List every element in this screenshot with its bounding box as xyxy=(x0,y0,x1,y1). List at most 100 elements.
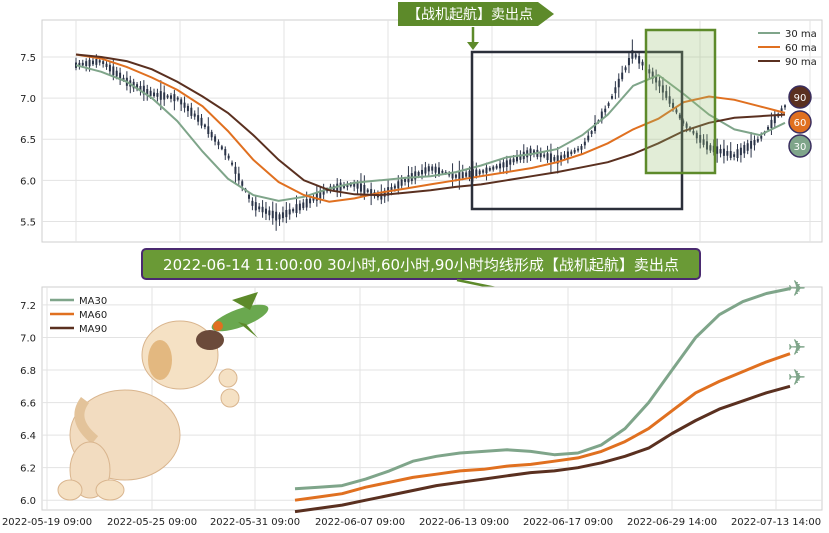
price-candle-body xyxy=(210,131,213,138)
price-candle-body xyxy=(560,155,563,161)
bottom-ma-lines xyxy=(294,287,791,514)
price-candle-body xyxy=(237,173,240,181)
price-candle-body xyxy=(278,214,281,220)
svg-text:90: 90 xyxy=(794,93,807,104)
price-candle-body xyxy=(78,62,81,67)
top-ytick-label: 6.5 xyxy=(20,135,36,146)
price-candle-body xyxy=(627,57,630,66)
price-candle-body xyxy=(767,126,770,130)
signal-tag-text: 【战机起航】卖出点 xyxy=(407,7,533,23)
price-candle-body xyxy=(183,102,186,108)
price-candle-body xyxy=(180,99,183,105)
price-candle-body xyxy=(264,208,267,214)
top-legend: 30 ma 60 ma 90 ma xyxy=(758,29,817,68)
price-candle-body xyxy=(231,162,234,165)
bottom-ytick-label: 6.2 xyxy=(20,464,36,475)
top-line-30-ma xyxy=(75,64,786,202)
price-candle-body xyxy=(292,209,295,212)
price-candle-body xyxy=(163,92,166,100)
price-candle-body xyxy=(624,67,627,71)
bottom-xtick-label: 2022-06-17 09:00 xyxy=(523,517,613,528)
price-candle-body xyxy=(499,163,502,169)
price-candle-body xyxy=(434,166,437,173)
price-candle-body xyxy=(203,124,206,128)
price-candle-body xyxy=(743,145,746,154)
price-candle-body xyxy=(193,113,196,117)
price-candle-body xyxy=(427,166,430,172)
price-candle-body xyxy=(600,111,603,121)
price-candle-body xyxy=(784,105,786,108)
price-candle-body xyxy=(705,141,708,150)
price-candle-body xyxy=(716,146,719,154)
price-candle-body xyxy=(98,60,101,63)
price-candle-body xyxy=(641,61,644,66)
price-candle-body xyxy=(166,95,169,98)
price-candle-body xyxy=(549,153,552,163)
signal-arrow-head xyxy=(467,42,479,50)
price-candle-body xyxy=(356,183,359,189)
badge-30 xyxy=(788,134,812,158)
airplane-icon-ma30: ✈ xyxy=(788,277,806,302)
bottom-line-MA60 xyxy=(294,352,791,502)
price-candle-body xyxy=(699,134,702,143)
price-candle-body xyxy=(220,146,223,150)
price-candle-body xyxy=(122,77,125,81)
price-candle-body xyxy=(746,143,749,151)
legend-30ma: 30 ma xyxy=(785,29,817,40)
price-candle-body xyxy=(468,170,471,178)
price-candle-body xyxy=(692,130,695,134)
price-candle-body xyxy=(217,141,220,146)
price-candle-body xyxy=(729,151,732,158)
price-candle-body xyxy=(750,140,753,149)
price-candle-body xyxy=(451,171,454,179)
price-candle-body xyxy=(685,123,688,128)
bottom-x-ticks: 2022-05-19 09:00 2022-05-25 09:00 2022-05-… xyxy=(2,517,821,528)
bottom-ytick-label: 6.6 xyxy=(20,399,36,410)
bottom-xtick-label: 2022-05-19 09:00 xyxy=(2,517,92,528)
price-candle-body xyxy=(485,167,488,174)
bottom-ytick-label: 7.2 xyxy=(20,301,36,312)
svg-text:30: 30 xyxy=(794,142,807,153)
price-candle-body xyxy=(478,170,481,175)
price-candle-body xyxy=(529,148,532,156)
bottom-xtick-label: 2022-05-31 09:00 xyxy=(210,517,300,528)
price-candle-body xyxy=(112,66,115,76)
price-candle-body xyxy=(383,190,386,197)
price-candle-body xyxy=(454,174,457,178)
price-candle-body xyxy=(315,192,318,201)
price-candle-body xyxy=(695,132,698,139)
annotation-banner: 2022-06-14 11:00:00 30小时,60小时,90小时均线形成【战… xyxy=(141,248,701,280)
price-candle-body xyxy=(665,91,668,98)
price-candle-body xyxy=(424,167,427,174)
bottom-legend: MA30 MA60 MA90 xyxy=(50,296,107,335)
price-candle-body xyxy=(512,158,515,163)
price-candle-body xyxy=(309,198,312,204)
bottom-line-MA90 xyxy=(294,384,791,514)
price-candle-body xyxy=(149,90,152,96)
bottom-ytick-label: 6.4 xyxy=(20,431,36,442)
price-candle-body xyxy=(268,210,271,216)
price-candle-body xyxy=(312,196,315,201)
price-candle-body xyxy=(488,167,491,171)
bottom-xtick-label: 2022-06-07 09:00 xyxy=(315,517,405,528)
price-candle-body xyxy=(604,108,607,113)
price-candle-body xyxy=(570,151,573,155)
bottom-y-ticks: 6.0 6.2 6.4 6.6 6.8 7.0 7.2 xyxy=(20,301,36,507)
price-candle-body xyxy=(773,115,776,124)
price-candle-body xyxy=(421,169,424,175)
price-candle-body xyxy=(437,167,440,175)
airplane-icon-ma90: ✈ xyxy=(788,366,806,391)
top-ytick-label: 7.0 xyxy=(20,94,36,105)
price-candle-body xyxy=(441,170,444,173)
price-candle-body xyxy=(359,183,362,192)
price-candle-body xyxy=(587,135,590,141)
price-candle-body xyxy=(631,50,634,59)
price-candle-body xyxy=(580,146,583,150)
price-candle-body xyxy=(756,139,759,142)
bottom-ytick-label: 6.8 xyxy=(20,366,36,377)
top-line-90-ma xyxy=(75,53,786,197)
price-candle-body xyxy=(319,190,322,199)
price-candle-body xyxy=(234,166,237,174)
top-ma-lines xyxy=(75,53,786,203)
legend-90ma: 90 ma xyxy=(785,57,817,68)
